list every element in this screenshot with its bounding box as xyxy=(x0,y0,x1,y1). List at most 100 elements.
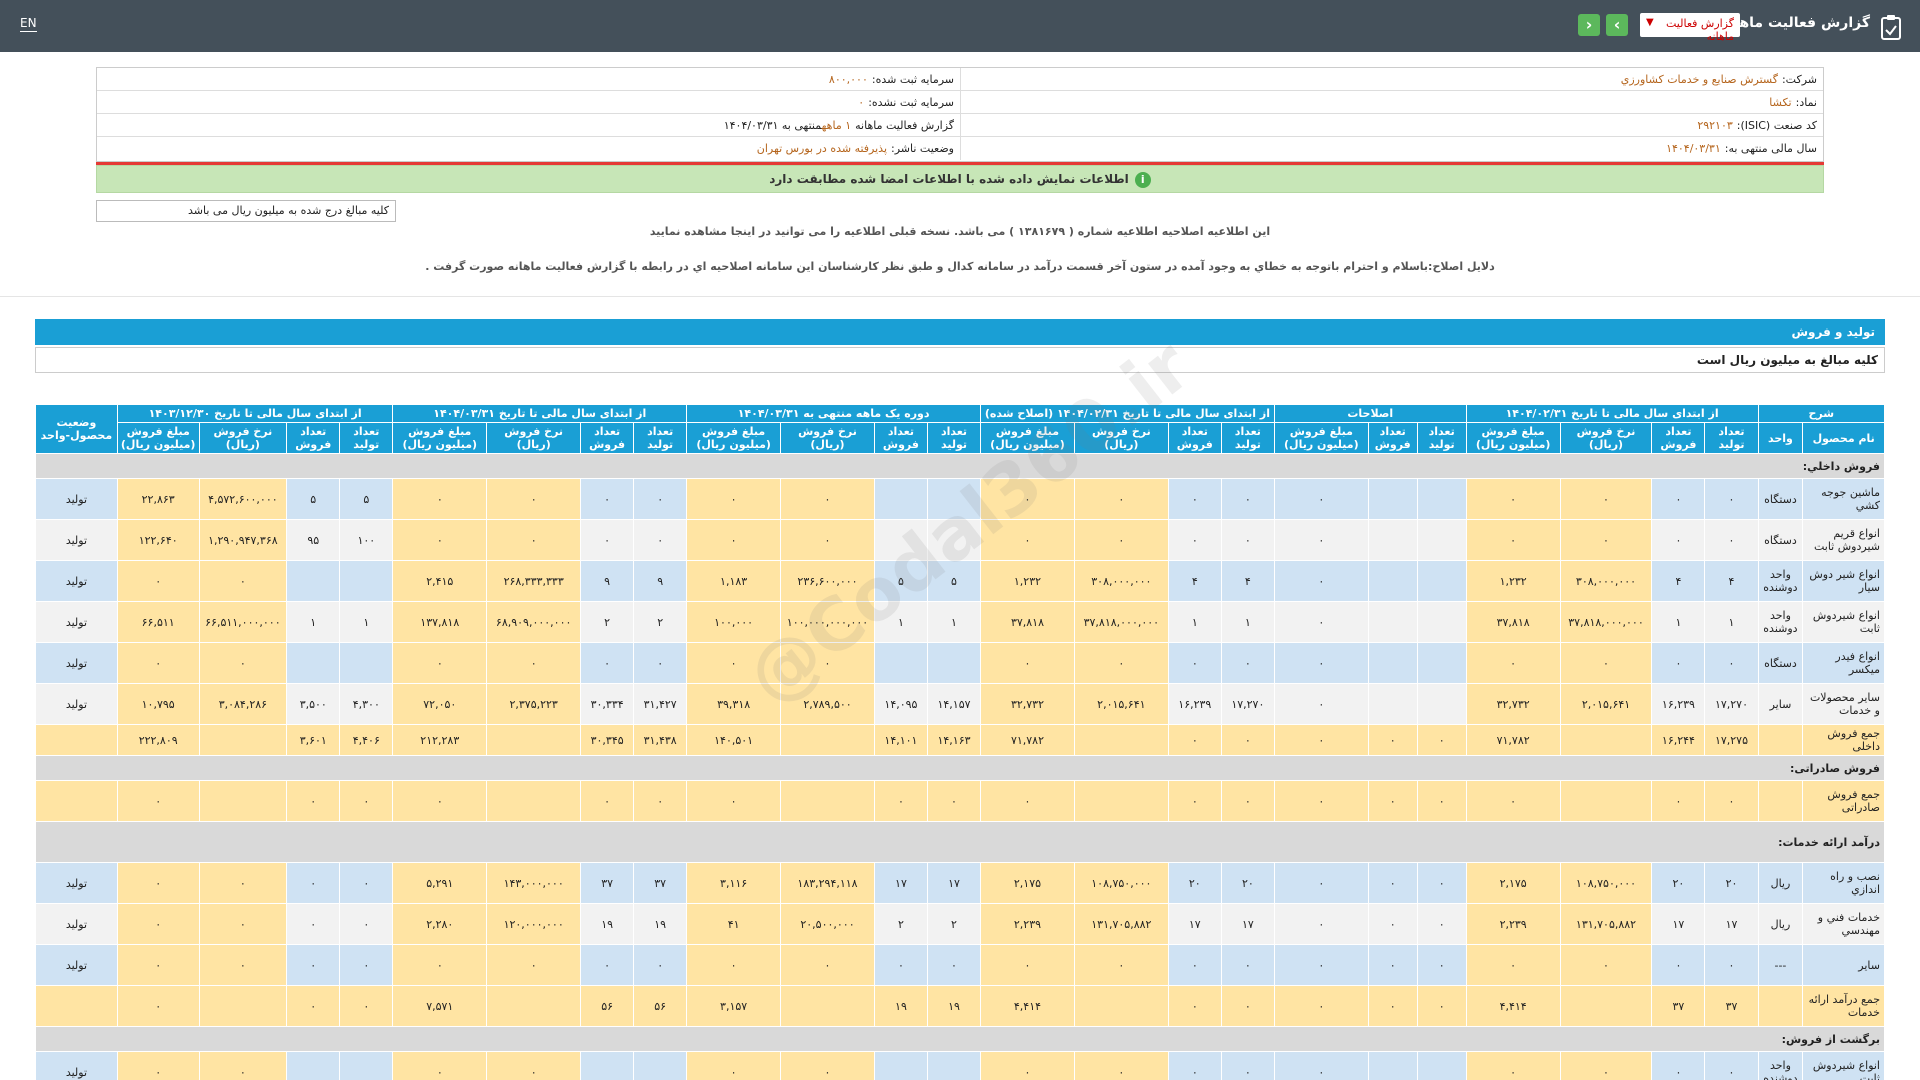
table-cell: ۴ xyxy=(1704,560,1759,602)
table-cell: ۰ xyxy=(116,944,200,986)
table-cell: ۳۰,۳۴۵ xyxy=(580,724,635,756)
chevron-left-icon: ‹ xyxy=(1585,15,1593,34)
table-cell: ۷۱,۷۸۲ xyxy=(1465,724,1561,756)
table-cell: ۳,۱۱۶ xyxy=(686,862,782,904)
table-cell: ۲۱۲,۲۸۳ xyxy=(392,724,488,756)
table-cell xyxy=(1367,683,1418,725)
report-end: منتهی به ۱۴۰۴/۰۳/۳۱ xyxy=(723,119,822,132)
table-cell: ۲۰ xyxy=(1167,862,1222,904)
table-cell: ۰ xyxy=(1073,1051,1169,1080)
table-cell xyxy=(1073,985,1169,1027)
table-cell xyxy=(1416,1051,1467,1080)
report-type-select[interactable]: گزارش فعالیت ماهانه ▼ xyxy=(1640,13,1740,43)
table-cell: ۷۲,۰۵۰ xyxy=(392,683,488,725)
clipboard-icon xyxy=(1881,15,1901,40)
table-cell: ۱ xyxy=(1704,601,1759,643)
table-cell: ۱۷ xyxy=(926,862,982,904)
table-cell: ۳۷,۸۱۸,۰۰۰,۰۰۰ xyxy=(1073,601,1169,643)
table-cell: ۱۷ xyxy=(873,862,928,904)
group-header: دوره یک ماهه منتهی به ۱۴۰۴/۰۳/۳۱ xyxy=(686,404,982,423)
column-header: نرخ فروش (ریال) xyxy=(486,422,582,454)
table-cell: ۱۹ xyxy=(580,903,635,945)
table-cell: ۱۰۰ xyxy=(339,519,394,561)
table-cell: ۰ xyxy=(633,519,688,561)
table-cell: ۶۶,۵۱۱,۰۰۰,۰۰۰ xyxy=(198,601,288,643)
status-value: پذیرفته شده در بورس تهران xyxy=(756,142,888,155)
table-cell xyxy=(1367,642,1418,684)
table-cell: ۲۰ xyxy=(1651,862,1706,904)
table-cell xyxy=(1073,780,1169,822)
column-header: واحد xyxy=(1757,422,1804,454)
production-sales-table-wrap: شرح از ابتدای سال مالی تا تاریخ ۱۴۰۴/۰۲/۳… xyxy=(35,404,1885,1080)
correction-note[interactable]: این اطلاعیه اصلاحیه اطلاعیه شماره ( ۱۳۸۱… xyxy=(649,225,1271,238)
next-button[interactable]: › xyxy=(1606,14,1628,36)
table-cell: ۰ xyxy=(980,1051,1075,1080)
table-cell: ۰ xyxy=(1273,903,1369,945)
table-cell: ۴ xyxy=(1167,560,1222,602)
table-cell: ۱۳۷,۸۱۸ xyxy=(392,601,488,643)
table-cell: ۵ xyxy=(286,478,341,520)
table-cell: ۵ xyxy=(339,478,394,520)
table-cell: ۱۹ xyxy=(633,903,688,945)
table-cell: ۲۰ xyxy=(1220,862,1275,904)
table-cell: ۴,۵۷۲,۶۰۰,۰۰۰ xyxy=(198,478,288,520)
language-link[interactable]: EN xyxy=(20,16,37,32)
table-cell: ۳۱,۴۳۸ xyxy=(633,724,688,756)
table-cell: ۱۶,۲۳۹ xyxy=(1167,683,1222,725)
table-row: انواع شير دوش سيار واحد دوشنده ۴ ۴ ۳۰۸,۰۰۰,۰… xyxy=(35,560,1885,602)
table-cell: ۰ xyxy=(926,780,982,822)
table-cell: ۰ xyxy=(1220,1051,1275,1080)
chevron-down-icon: ▼ xyxy=(1646,17,1654,28)
table-cell: ۰ xyxy=(392,642,488,684)
table-cell: تولید xyxy=(35,862,118,904)
table-cell xyxy=(35,724,118,756)
table-cell: ۰ xyxy=(198,642,288,684)
table-cell: ۲۳۶,۶۰۰,۰۰۰ xyxy=(780,560,875,602)
product-name: انواع شير دوش سيار xyxy=(1802,560,1885,602)
table-cell xyxy=(35,780,118,822)
table-cell: ۲۲۲,۸۰۹ xyxy=(116,724,200,756)
table-cell: ۳۷,۸۱۸ xyxy=(1465,601,1561,643)
column-header: تعداد تولید xyxy=(1416,422,1467,454)
table-cell: ۰ xyxy=(1416,944,1467,986)
table-cell: ۰ xyxy=(1273,601,1369,643)
table-cell: ۰ xyxy=(1416,862,1467,904)
table-row: خدمات فني و مهندسي ريال ۱۷ ۱۷ ۱۳۱,۷۰۵,۸۸۲ ۲,۲… xyxy=(35,903,1885,945)
table-cell: تولید xyxy=(35,903,118,945)
table-cell: ۳۲,۷۳۲ xyxy=(980,683,1075,725)
table-cell: ۳۰,۳۳۴ xyxy=(580,683,635,725)
table-cell: ۰ xyxy=(116,1051,200,1080)
table-row: فروش داخلي: xyxy=(35,453,1885,479)
table-cell: ۱۳۱,۷۰۵,۸۸۲ xyxy=(1073,903,1169,945)
table-cell: ۰ xyxy=(1220,642,1275,684)
table-cell: ۰ xyxy=(686,519,782,561)
page-title: گزارش فعالیت ماهانه xyxy=(1720,15,1870,31)
table-cell: ۰ xyxy=(1704,780,1759,822)
table-cell: ۲,۰۱۵,۶۴۱ xyxy=(1073,683,1169,725)
table-cell: ۰ xyxy=(116,642,200,684)
table-cell: تولید xyxy=(35,601,118,643)
table-cell: ۲ xyxy=(873,903,928,945)
table-cell: ۳۰۸,۰۰۰,۰۰۰ xyxy=(1559,560,1653,602)
prev-button[interactable]: ‹ xyxy=(1578,14,1600,36)
product-name: جمع فروش داخلی xyxy=(1802,724,1885,756)
column-header: تعداد تولید xyxy=(1704,422,1759,454)
table-cell: ۰ xyxy=(1559,642,1653,684)
table-cell: ۰ xyxy=(1559,478,1653,520)
table-cell: ۲,۲۳۹ xyxy=(1465,903,1561,945)
table-cell: ۰ xyxy=(580,519,635,561)
table-cell: ۰ xyxy=(1704,944,1759,986)
table-cell: ۳۷ xyxy=(633,862,688,904)
table-cell: ۰ xyxy=(1367,724,1418,756)
table-cell: ۰ xyxy=(686,642,782,684)
table-cell: ۰ xyxy=(780,519,875,561)
table-cell xyxy=(1367,478,1418,520)
table-cell: ريال xyxy=(1757,862,1804,904)
symbol-value[interactable]: تکشا xyxy=(1769,96,1792,109)
company-value[interactable]: گسترش صنايع و خدمات کشاورزي xyxy=(1620,73,1778,86)
table-cell: ۰ xyxy=(1167,519,1222,561)
group-header: از ابتدای سال مالی تا تاریخ ۱۴۰۴/۰۳/۳۱ xyxy=(392,404,688,423)
table-cell: ۰ xyxy=(580,944,635,986)
table-cell: ۰ xyxy=(1167,1051,1222,1080)
chevron-right-icon: › xyxy=(1613,15,1621,34)
